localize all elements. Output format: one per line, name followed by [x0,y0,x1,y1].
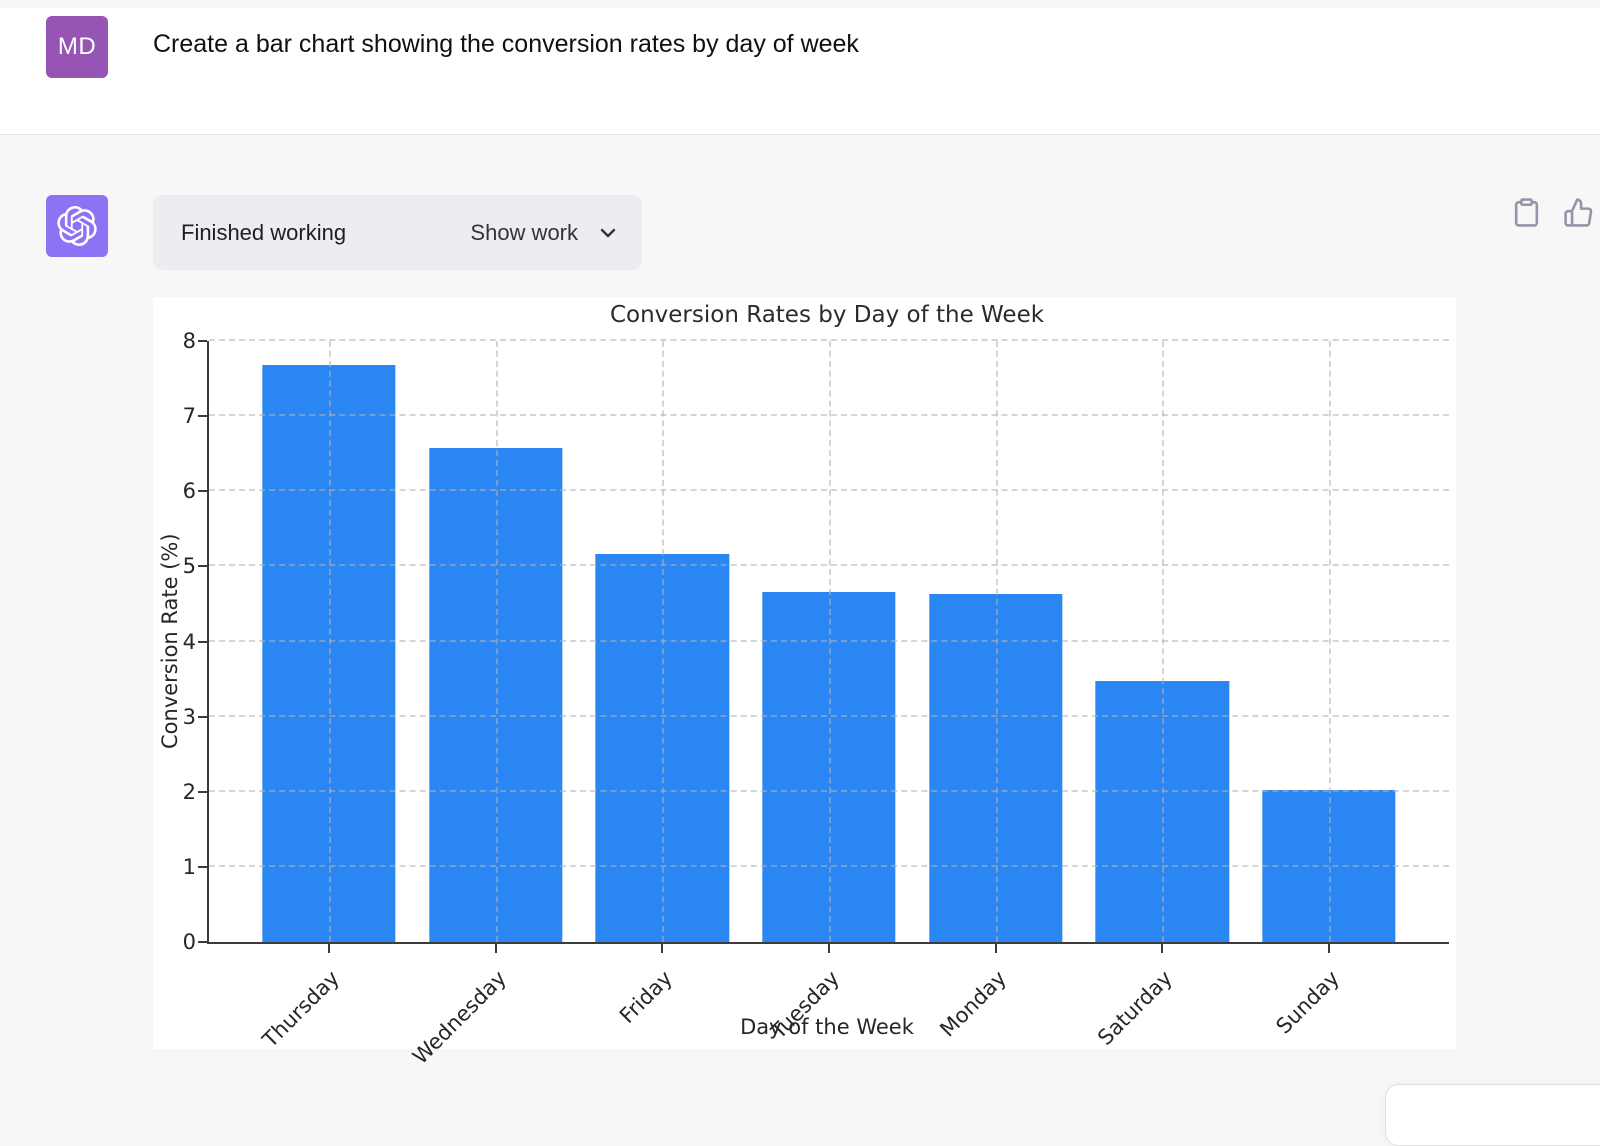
x-axis-label: Day of the Week [740,1015,914,1039]
x-tick-labels: Thursday Wednesday Friday Tuesday Monday Satu… [207,954,1447,1069]
y-tick-label: 1 [182,854,196,879]
x-tick-mark [494,944,497,953]
chart-image: Conversion Rates by Day of the Week Conv… [153,297,1456,1069]
chevron-down-icon [600,228,616,237]
y-tick-mark [198,340,207,342]
status-label: Finished working [181,219,347,245]
y-tick-mark [198,941,207,943]
y-tick-mark [198,640,207,643]
gridline-horizontal [209,339,1449,341]
x-tick-mark [1328,944,1330,953]
bottom-right-panel [1385,1084,1600,1146]
assistant-avatar [46,195,108,257]
status-pill: Finished working Show work [153,195,642,270]
message-actions [1510,194,1594,230]
user-message-text: Create a bar chart showing the conversio… [153,30,859,58]
plot-area [198,339,1449,953]
x-tick-mark [828,944,830,953]
y-tick-label: 4 [182,629,196,654]
user-avatar-initials: MD [57,33,97,60]
gridline-vertical [1162,341,1165,942]
x-tick-mark [661,944,664,953]
show-work-toggle[interactable]: Show work [470,220,620,246]
y-tick-label: 5 [182,554,196,579]
y-tick-label: 8 [182,329,196,353]
y-tick-label: 0 [182,930,196,954]
y-tick-label: 2 [182,779,196,804]
copy-button[interactable] [1510,194,1542,230]
clipboard-icon [1514,197,1538,227]
gridline-vertical [1329,341,1331,942]
gridline-vertical [662,341,665,942]
user-avatar: MD [46,16,108,78]
user-message-row [0,8,1600,135]
y-tick-mark [198,565,207,568]
y-tick-label: 6 [182,479,196,504]
thumbs-up-icon [1563,197,1592,227]
previous-content-edge [0,0,1600,8]
y-tick-mark [198,790,207,793]
y-tick-label: 7 [182,404,196,429]
x-tick-mark [1161,944,1164,953]
x-tick-mark [328,944,330,953]
x-tick-mark [994,944,997,953]
x-tick-label: Thursday [257,966,344,1053]
gridline-vertical [329,341,331,942]
gridline-vertical [995,341,998,942]
thumbs-up-button[interactable] [1562,194,1594,230]
gridline-vertical [495,341,498,942]
gridline-vertical [829,341,831,942]
y-tick-labels: 0 1 2 3 4 5 6 7 8 [153,329,196,954]
y-tick-mark [198,715,207,718]
chart-title: Conversion Rates by Day of the Week [609,302,1045,328]
openai-logo-icon [57,206,97,246]
y-tick-mark [198,865,207,868]
y-tick-mark [198,415,207,418]
show-work-label: Show work [470,219,578,245]
y-tick-label: 3 [182,704,196,729]
y-tick-mark [198,490,207,493]
